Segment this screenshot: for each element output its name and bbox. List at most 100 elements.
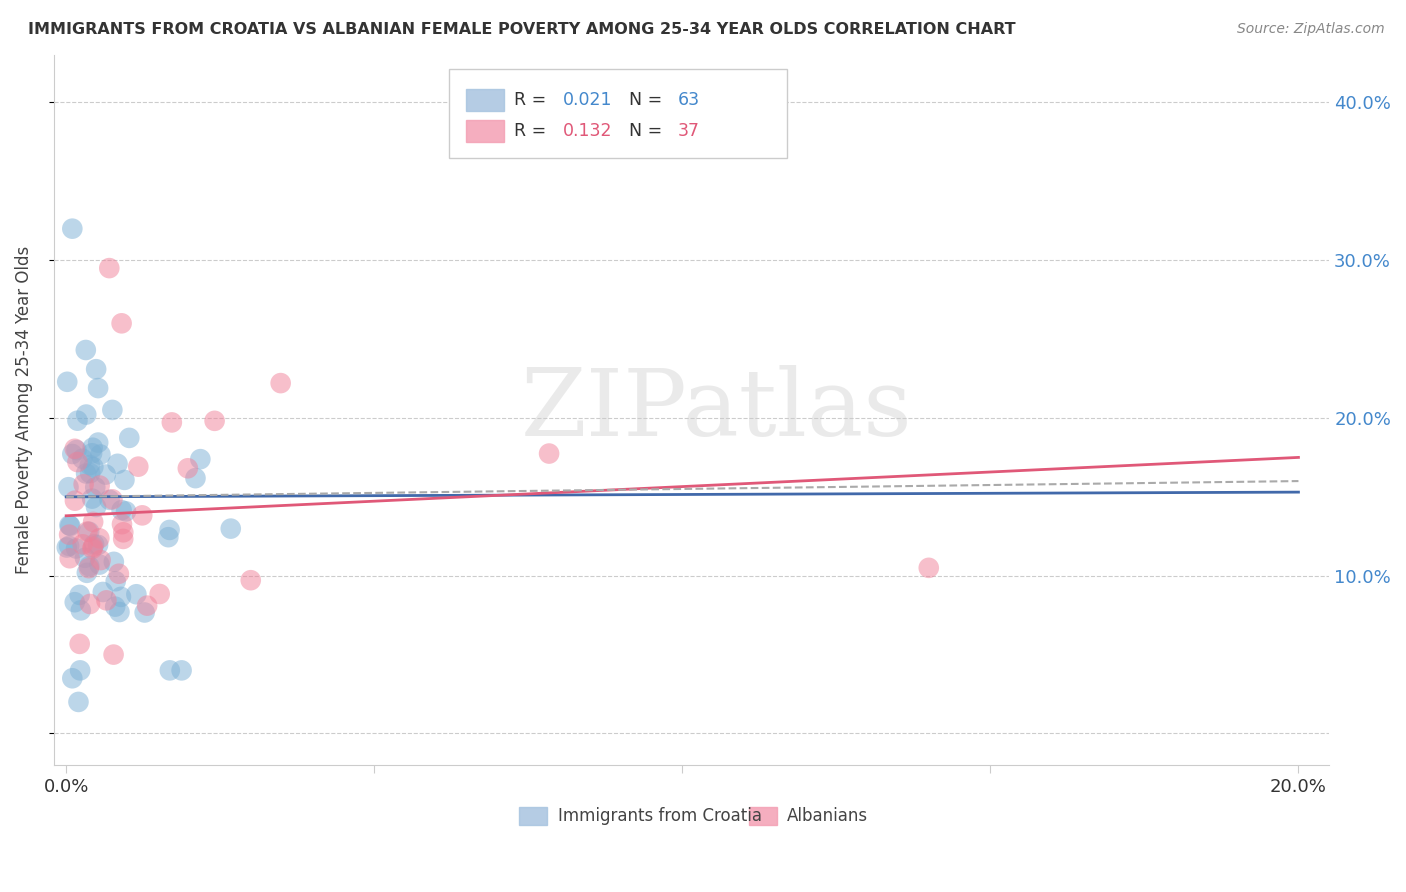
Point — [82, 540, 104, 554]
Point — [76, 524, 98, 539]
Point — [82, 491, 104, 506]
FancyBboxPatch shape — [749, 807, 778, 825]
Point — [82, 515, 104, 529]
Point — [60, 221, 83, 235]
Point — [72, 477, 94, 491]
Point — [79, 466, 101, 480]
Point — [149, 587, 172, 601]
Point — [112, 532, 135, 546]
Point — [89, 478, 111, 492]
Point — [90, 553, 112, 567]
Point — [75, 467, 97, 481]
Point — [79, 458, 101, 472]
Point — [190, 452, 212, 467]
Point — [89, 448, 111, 462]
Point — [89, 532, 111, 546]
Point — [83, 537, 105, 551]
Point — [127, 459, 149, 474]
Point — [110, 316, 132, 330]
Point — [75, 408, 97, 422]
Point — [73, 550, 96, 565]
Point — [63, 595, 86, 609]
Text: IMMIGRANTS FROM CROATIA VS ALBANIAN FEMALE POVERTY AMONG 25-34 YEAR OLDS CORRELA: IMMIGRANTS FROM CROATIA VS ALBANIAN FEMA… — [28, 22, 1015, 37]
Text: Source: ZipAtlas.com: Source: ZipAtlas.com — [1237, 22, 1385, 37]
Point — [157, 530, 180, 544]
Text: R =: R = — [515, 122, 553, 140]
FancyBboxPatch shape — [465, 88, 505, 112]
Point — [91, 585, 114, 599]
Point — [58, 527, 80, 541]
Point — [58, 539, 80, 553]
Point — [82, 541, 104, 556]
Point — [69, 637, 91, 651]
Point — [69, 588, 91, 602]
Point — [75, 343, 97, 357]
Point — [108, 605, 131, 619]
Point — [69, 603, 91, 617]
Point — [125, 587, 148, 601]
Text: 0.021: 0.021 — [562, 91, 612, 109]
Point — [103, 648, 125, 662]
Point — [160, 416, 183, 430]
Point — [159, 523, 181, 537]
Point — [104, 574, 127, 589]
Point — [65, 541, 87, 556]
Point — [66, 455, 89, 469]
Text: 63: 63 — [678, 91, 700, 109]
Point — [87, 381, 110, 395]
Point — [59, 519, 82, 533]
Point — [55, 541, 77, 555]
Text: Albanians: Albanians — [787, 807, 869, 825]
Point — [112, 525, 135, 540]
Point — [98, 261, 121, 276]
Point — [204, 414, 226, 428]
Point — [918, 561, 941, 575]
Point — [65, 443, 87, 458]
FancyBboxPatch shape — [519, 807, 547, 825]
Point — [77, 524, 100, 539]
Text: N =: N = — [628, 122, 668, 140]
Text: N =: N = — [628, 91, 668, 109]
Point — [159, 664, 181, 678]
Point — [538, 446, 561, 460]
Text: Immigrants from Croatia: Immigrants from Croatia — [558, 807, 762, 825]
Point — [82, 446, 104, 460]
Point — [134, 606, 156, 620]
Point — [270, 376, 292, 390]
Point — [60, 447, 83, 461]
Point — [104, 599, 127, 614]
Point — [114, 473, 136, 487]
Point — [58, 518, 80, 533]
Point — [101, 492, 124, 507]
Point — [110, 590, 132, 604]
Text: 0.132: 0.132 — [562, 122, 612, 140]
Point — [170, 664, 193, 678]
Point — [94, 467, 117, 482]
Point — [72, 537, 94, 551]
Point — [60, 671, 83, 685]
Point — [84, 362, 107, 376]
Point — [56, 375, 79, 389]
Point — [66, 414, 89, 428]
Point — [177, 461, 200, 475]
Point — [118, 431, 141, 445]
Point — [72, 451, 94, 466]
Point — [77, 559, 100, 574]
Point — [239, 573, 262, 587]
Point — [87, 435, 110, 450]
Point — [76, 566, 98, 580]
Point — [115, 504, 138, 518]
Point — [136, 599, 159, 613]
Point — [87, 538, 110, 552]
Point — [98, 492, 121, 507]
Point — [110, 503, 132, 517]
Point — [79, 597, 101, 611]
FancyBboxPatch shape — [449, 70, 787, 158]
Point — [63, 442, 86, 456]
Point — [67, 695, 90, 709]
Point — [184, 471, 207, 485]
Point — [58, 480, 80, 494]
Text: ZIPatlas: ZIPatlas — [522, 365, 912, 455]
Text: 37: 37 — [678, 122, 700, 140]
FancyBboxPatch shape — [465, 120, 505, 143]
